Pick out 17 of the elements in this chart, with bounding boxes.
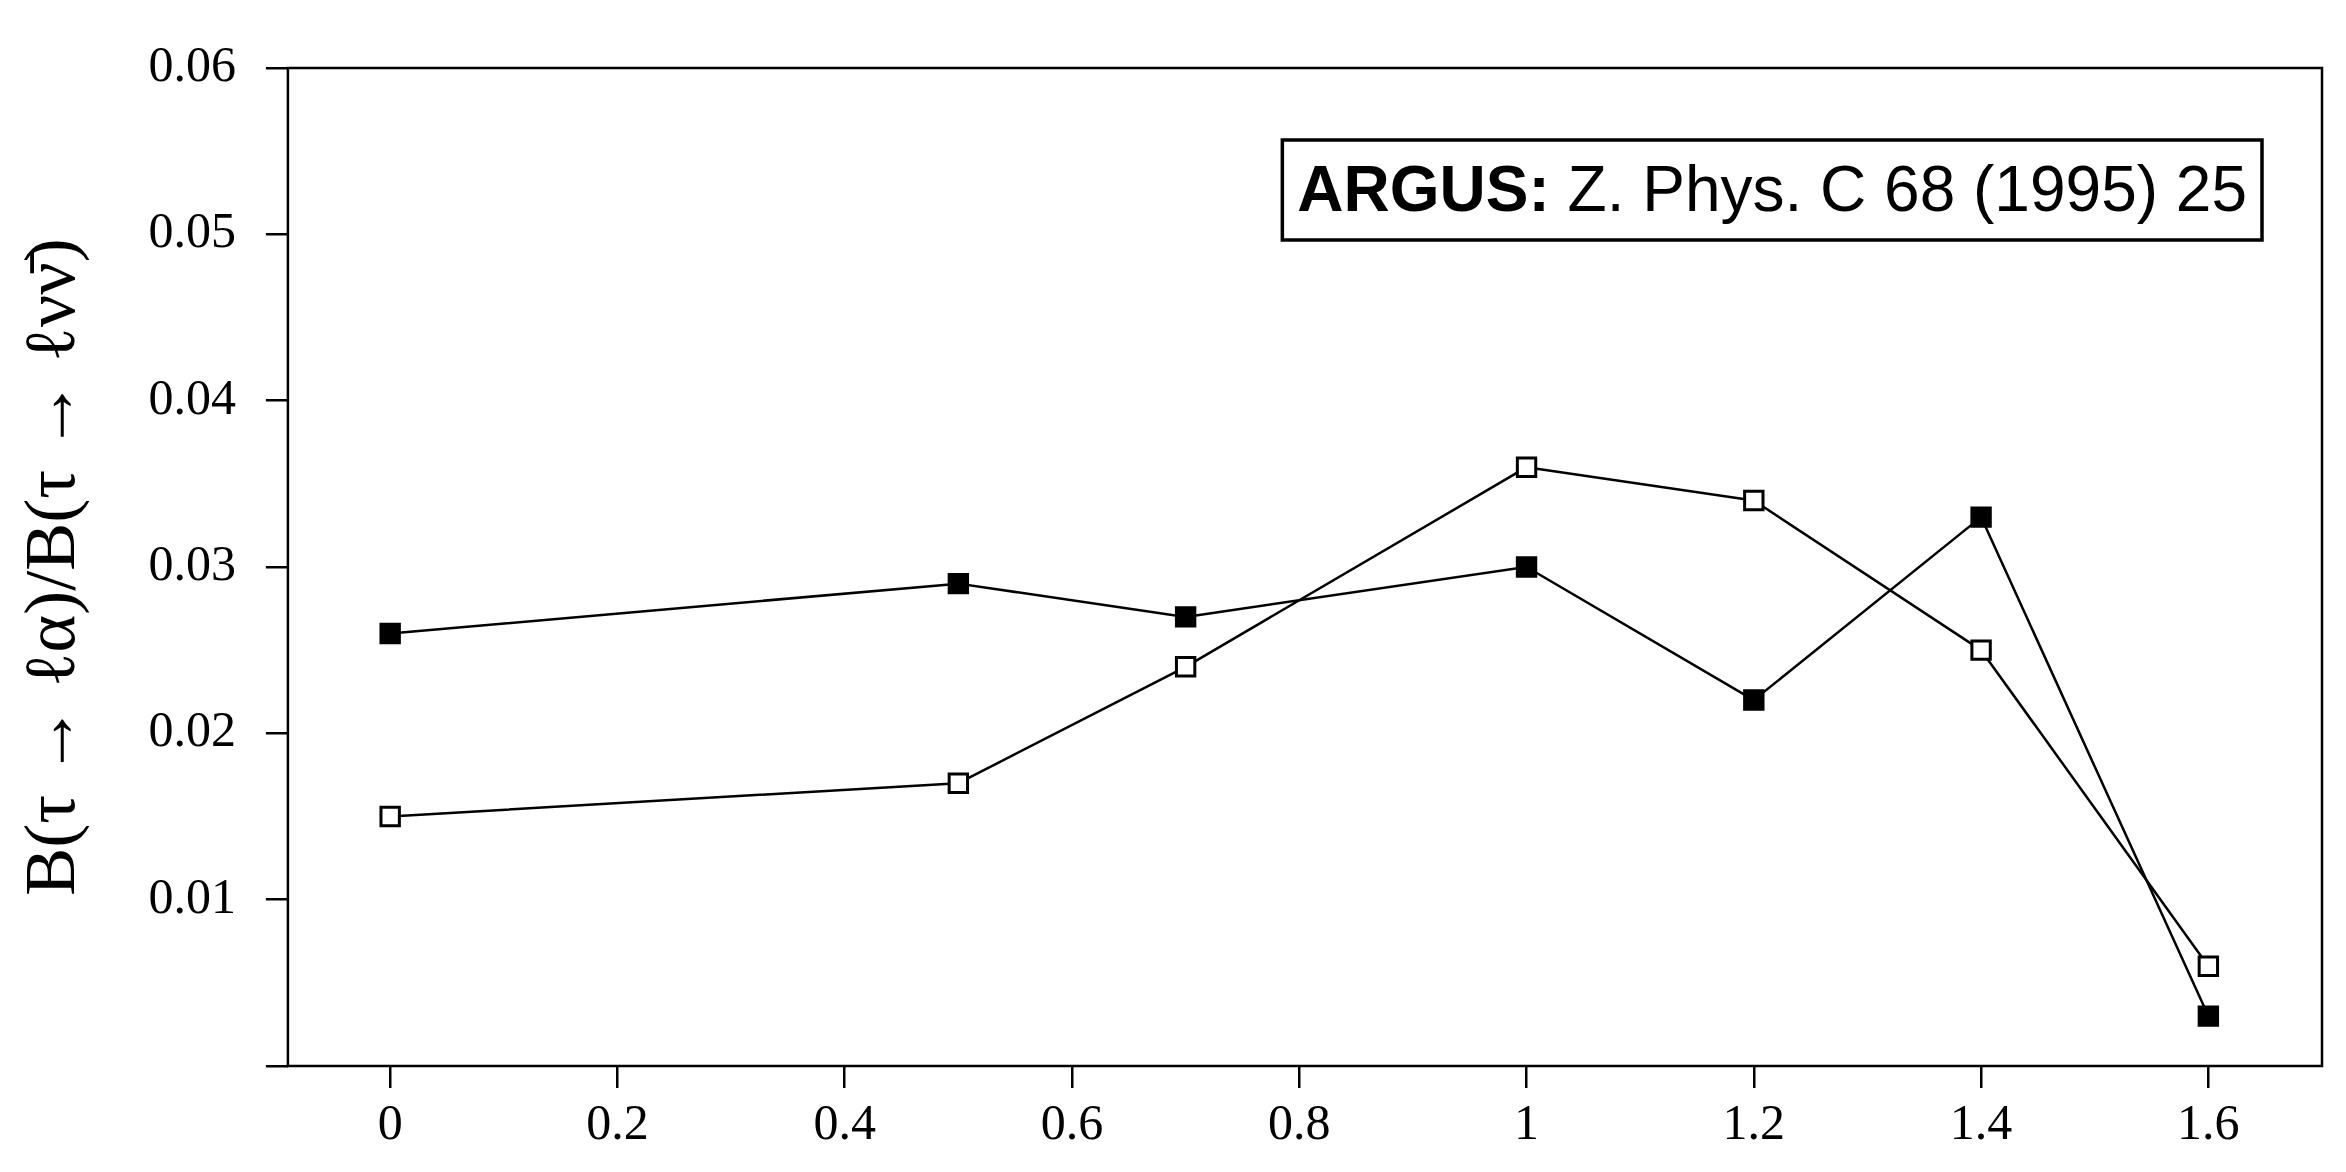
x-tick-label: 0.2 [586,1094,649,1151]
y-tick-label: 0.02 [148,701,236,758]
x-tick-label: 1 [1514,1094,1540,1151]
x-tick-label: 0.8 [1268,1094,1331,1151]
y-axis-title: B(τ → ℓα)/B(τ → ℓνν̄) [10,238,91,896]
annotation: ARGUS: Z. Phys. C 68 (1995) 25 [1297,152,2247,225]
y-tick-label: 0.05 [148,202,236,259]
y-tick-label: 0.01 [148,867,236,924]
y-tick-label: 0.06 [148,36,236,93]
x-tick-label: 0.4 [813,1094,876,1151]
x-tick-label: 1.4 [1949,1094,2013,1151]
y-tick-label: 0.03 [148,535,236,592]
x-tick-label: 0.6 [1040,1094,1104,1151]
y-tick-label: 0.04 [148,368,236,425]
x-tick-label: 1.6 [2177,1094,2240,1151]
x-tick-label: 1.2 [1722,1094,1786,1151]
x-tick-label: 0 [377,1094,403,1151]
